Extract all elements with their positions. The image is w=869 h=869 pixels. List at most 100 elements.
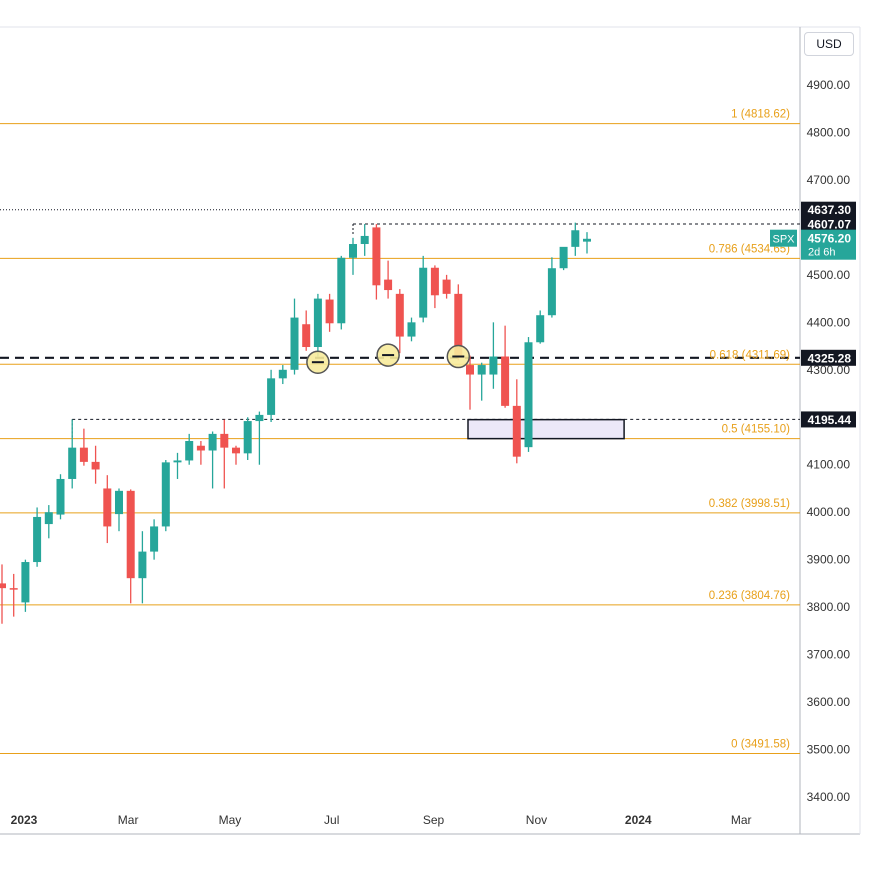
candle <box>44 505 53 539</box>
price-tag-label: 4637.30 <box>808 203 852 217</box>
y-tick-label: 3900.00 <box>807 553 851 567</box>
candle-body <box>138 551 147 579</box>
candle-body <box>278 369 287 379</box>
price-tag-bg <box>801 349 856 366</box>
y-tick-label: 3800.00 <box>807 600 851 614</box>
countdown-label: 2d 6h <box>808 247 836 259</box>
y-tick-label: 4300.00 <box>807 363 851 377</box>
x-tick-label: Mar <box>731 813 752 827</box>
horizontal-levels <box>0 209 800 440</box>
candle-body <box>489 356 498 375</box>
price-tag-bg <box>801 411 856 428</box>
price-tag: 4325.28 <box>801 349 856 366</box>
candle <box>559 246 568 271</box>
circle-markers <box>306 343 471 374</box>
candle <box>115 488 123 532</box>
candle <box>278 365 287 385</box>
candle <box>21 559 30 612</box>
symbol-tag-bg <box>770 229 797 247</box>
candle-body <box>255 414 264 422</box>
candle-body <box>512 405 521 457</box>
y-tick-label: 3600.00 <box>807 695 851 709</box>
price-tag-bg <box>801 201 856 218</box>
candle-body <box>372 227 381 286</box>
candle-body <box>21 562 30 603</box>
candle <box>103 475 112 544</box>
x-axis[interactable]: 2023 Mar May Jul Sep Nov 2024 Mar <box>11 813 752 827</box>
candle <box>547 257 556 318</box>
price-tag: 4607.07 <box>801 216 856 233</box>
candle <box>173 452 182 479</box>
candle-body <box>407 322 416 337</box>
candle-body <box>325 299 334 324</box>
candle-body <box>9 588 18 590</box>
candle <box>290 298 299 375</box>
candle <box>9 573 18 617</box>
candle-body <box>68 447 77 479</box>
candle <box>56 474 65 520</box>
consolidation-zone <box>467 418 625 440</box>
candle <box>267 369 276 423</box>
candle <box>243 417 252 460</box>
candle-body <box>395 293 404 337</box>
candle-body <box>454 293 463 356</box>
candle <box>68 419 77 489</box>
candle <box>150 519 159 560</box>
candle-body <box>466 365 474 375</box>
candle-body <box>536 315 545 343</box>
candle <box>220 419 229 489</box>
y-tick-label: 4700.00 <box>807 173 851 187</box>
chart-frame <box>0 26 861 835</box>
candle-body <box>220 433 229 448</box>
candle <box>466 355 474 410</box>
candle-body <box>302 324 311 348</box>
candle-body <box>56 478 65 515</box>
current-price-label: 4576.20 <box>808 232 852 246</box>
candle-body <box>103 488 112 527</box>
x-tick-label: 2024 <box>625 813 652 827</box>
y-tick-label: 3500.00 <box>807 743 851 757</box>
y-axis[interactable]: 3400.00 3500.00 3600.00 3700.00 3800.00 3900.… <box>807 78 851 804</box>
price-tag: 4637.30 <box>801 201 856 218</box>
fib-label: 0 (3491.58) <box>731 739 790 751</box>
candle <box>337 255 346 330</box>
candle <box>185 433 194 465</box>
candle <box>489 322 498 389</box>
currency-button[interactable]: USD <box>804 32 854 56</box>
candle-body <box>501 356 510 406</box>
candle <box>302 310 311 351</box>
price-tag-bg <box>801 216 856 233</box>
price-tag: 4195.44 <box>801 411 856 428</box>
y-tick-label: 3700.00 <box>807 648 851 662</box>
candle <box>524 337 533 452</box>
candle-body <box>91 461 100 470</box>
candle-body <box>173 460 182 463</box>
fib-labels: 1 (4818.62) 0.786 (4534.65) 0.618 (4311.69… <box>709 109 790 751</box>
candle <box>571 222 580 256</box>
y-tick-label: 4100.00 <box>807 458 851 472</box>
circle-marker <box>446 344 471 369</box>
candles <box>0 222 591 624</box>
price-tag-label: 4195.44 <box>808 413 852 427</box>
candle-body <box>267 378 276 415</box>
candle-body <box>360 235 369 245</box>
candle <box>430 265 439 309</box>
candle <box>372 224 381 300</box>
candle <box>138 531 147 604</box>
candle-body <box>33 516 42 563</box>
candle-body <box>79 447 88 462</box>
price-tag-label: 4325.28 <box>808 351 852 365</box>
circle-marker <box>306 350 330 374</box>
candle <box>126 489 135 604</box>
candle-body <box>243 421 252 454</box>
candle-body <box>559 246 568 269</box>
candle <box>583 232 591 254</box>
y-tick-label: 4900.00 <box>807 78 851 92</box>
candle <box>407 317 416 342</box>
candle <box>91 445 100 484</box>
fib-label: 0.236 (3804.76) <box>709 590 790 602</box>
candle <box>384 260 393 299</box>
fib-label: 0.618 (4311.69) <box>710 349 791 361</box>
fib-label: 0.382 (3998.51) <box>709 498 790 510</box>
